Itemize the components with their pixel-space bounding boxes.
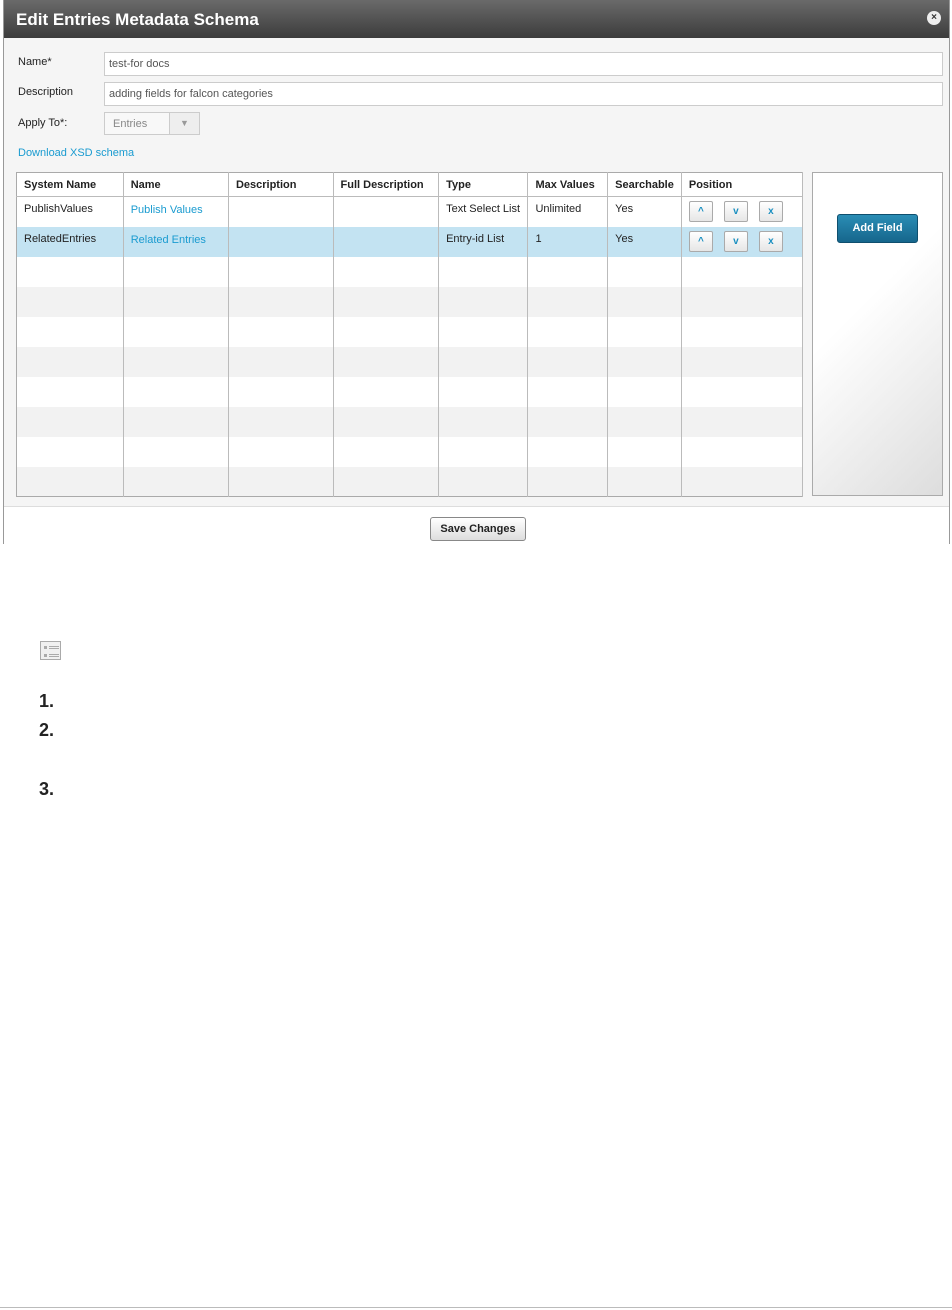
chevron-down-icon: ▼: [169, 113, 199, 134]
name-label: Name*: [18, 56, 52, 68]
move-down-button[interactable]: v: [723, 201, 748, 222]
name-input[interactable]: test-for docs: [104, 52, 943, 76]
side-panel: Add Field: [812, 172, 943, 496]
list-icon: [40, 641, 61, 660]
cell-max-values: 1: [527, 226, 609, 257]
dialog-header: Edit Entries Metadata Schema ×: [4, 0, 949, 38]
cell-system-name: PublishValues: [16, 196, 124, 227]
empty-row: [16, 436, 804, 467]
cell-full-description: [333, 226, 440, 257]
empty-row: [16, 286, 804, 317]
edit-schema-dialog: Edit Entries Metadata Schema × Name* tes…: [3, 0, 950, 544]
col-system-name: System Name: [16, 172, 124, 197]
cell-searchable: Yes: [607, 196, 682, 227]
cell-type: Text Select List: [438, 196, 529, 227]
step-number: 1.: [39, 691, 55, 711]
step-number: 3.: [39, 779, 55, 799]
cell-description: [228, 226, 334, 257]
cell-searchable: Yes: [607, 226, 682, 257]
step-number: 2.: [39, 720, 55, 740]
add-field-button[interactable]: Add Field: [837, 214, 918, 243]
field-name-link[interactable]: Related Entries: [130, 233, 206, 246]
cell-system-name: RelatedEntries: [16, 226, 124, 257]
col-searchable: Searchable: [607, 172, 682, 197]
cell-max-values: Unlimited: [527, 196, 609, 227]
col-position: Position: [681, 172, 804, 197]
empty-row: [16, 376, 804, 407]
col-type: Type: [438, 172, 529, 197]
dialog-footer: Save Changes: [4, 506, 949, 544]
apply-to-select[interactable]: Entries ▼: [104, 112, 200, 135]
empty-row: [16, 256, 804, 287]
cell-type: Entry-id List: [438, 226, 529, 257]
table-row[interactable]: RelatedEntries Related Entries Entry-id …: [16, 226, 804, 257]
divider: [0, 1307, 952, 1308]
empty-row: [16, 406, 804, 437]
delete-field-button[interactable]: x: [758, 201, 783, 222]
table-header: System Name Name Description Full Descri…: [16, 172, 804, 197]
move-up-button[interactable]: ^: [688, 201, 713, 222]
move-down-button[interactable]: v: [723, 230, 748, 252]
cell-description: [228, 196, 334, 227]
field-name-link[interactable]: Publish Values: [130, 204, 203, 216]
delete-field-button[interactable]: x: [758, 230, 783, 252]
fields-table: System Name Name Description Full Descri…: [16, 172, 804, 497]
apply-to-label: Apply To*:: [18, 117, 68, 129]
col-full-description: Full Description: [333, 172, 440, 197]
empty-row: [16, 466, 804, 497]
cell-full-description: [333, 196, 440, 227]
apply-to-value: Entries: [113, 118, 148, 130]
save-changes-button[interactable]: Save Changes: [430, 517, 526, 541]
empty-row: [16, 316, 804, 347]
description-input[interactable]: adding fields for falcon categories: [104, 82, 943, 106]
table-row[interactable]: PublishValues Publish Values Text Select…: [16, 196, 804, 227]
close-icon[interactable]: ×: [927, 11, 941, 25]
col-name: Name: [123, 172, 229, 197]
move-up-button[interactable]: ^: [688, 230, 713, 252]
dialog-title: Edit Entries Metadata Schema: [16, 10, 259, 29]
description-label: Description: [18, 86, 74, 98]
col-description: Description: [228, 172, 334, 197]
empty-row: [16, 346, 804, 377]
download-xsd-link[interactable]: Download XSD schema: [18, 147, 135, 159]
col-max-values: Max Values: [527, 172, 609, 197]
